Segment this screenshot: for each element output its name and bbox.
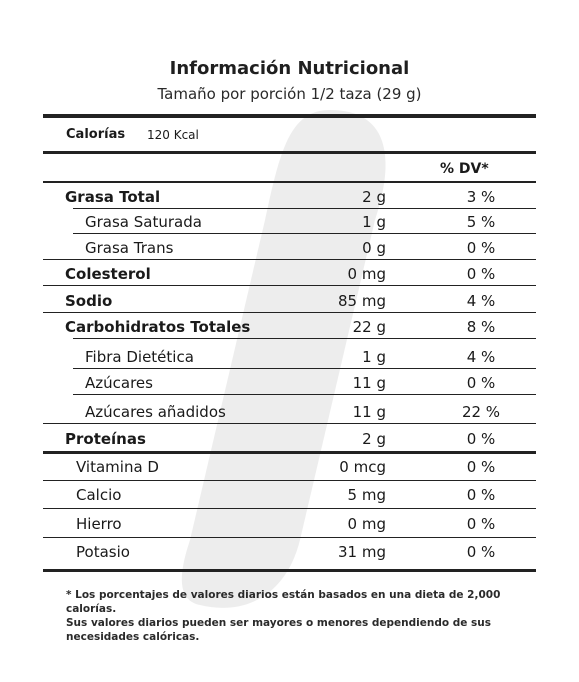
vitamin-row: Calcio 5 mg 0 % bbox=[43, 486, 536, 510]
nutrient-name: Fibra Dietética bbox=[85, 348, 194, 366]
row-separator bbox=[43, 312, 536, 313]
footnote-line-2: Sus valores diarios pueden ser mayores o… bbox=[66, 617, 491, 643]
nutrient-row: Azúcares 11 g 0 % bbox=[43, 374, 536, 398]
row-separator bbox=[73, 394, 536, 395]
nutrient-name: Proteínas bbox=[65, 430, 146, 448]
nutrient-row: Grasa Saturada 1 g 5 % bbox=[43, 213, 536, 237]
calories-label: Calorías bbox=[66, 127, 126, 142]
nutrient-row: Proteínas 2 g 0 % bbox=[43, 430, 536, 454]
nutrient-row: Sodio 85 mg 4 % bbox=[43, 292, 536, 316]
serving-size: Tamaño por porción 1/2 taza (29 g) bbox=[157, 85, 422, 103]
nutrient-amount: 0 g bbox=[362, 239, 386, 257]
nutrient-name: Colesterol bbox=[65, 265, 151, 283]
nutrient-dv: 5 % bbox=[466, 213, 496, 231]
row-separator bbox=[43, 508, 536, 509]
nutrient-dv: 0 % bbox=[466, 374, 496, 392]
nutrient-amount: 1 g bbox=[362, 348, 386, 366]
row-separator bbox=[73, 338, 536, 339]
row-separator bbox=[43, 423, 536, 424]
vitamin-dv: 0 % bbox=[466, 515, 496, 533]
nutrient-row: Fibra Dietética 1 g 4 % bbox=[43, 348, 536, 372]
nutrient-name: Azúcares añadidos bbox=[85, 403, 226, 421]
vitamin-row: Vitamina D 0 mcg 0 % bbox=[43, 458, 536, 482]
nutrient-name: Grasa Saturada bbox=[85, 213, 202, 231]
vitamin-name: Hierro bbox=[76, 515, 122, 533]
vitamin-name: Potasio bbox=[76, 543, 130, 561]
dv-header: % DV* bbox=[440, 161, 489, 177]
vitamin-amount: 0 mg bbox=[347, 515, 386, 533]
top-rule bbox=[43, 114, 536, 118]
row-separator bbox=[73, 208, 536, 209]
nutrient-dv: 3 % bbox=[466, 188, 496, 206]
nutrient-amount: 85 mg bbox=[338, 292, 386, 310]
nutrient-row: Carbohidratos Totales 22 g 8 % bbox=[43, 318, 536, 342]
nutrient-dv: 8 % bbox=[466, 318, 496, 336]
vitamin-name: Vitamina D bbox=[76, 458, 159, 476]
nutrient-amount: 0 mg bbox=[347, 265, 386, 283]
footnote: * Los porcentajes de valores diarios est… bbox=[66, 588, 526, 644]
nutrient-amount: 11 g bbox=[352, 403, 386, 421]
row-separator bbox=[73, 233, 536, 234]
vitamin-row: Hierro 0 mg 0 % bbox=[43, 515, 536, 539]
row-separator bbox=[43, 259, 536, 260]
nutrient-row: Grasa Total 2 g 3 % bbox=[43, 188, 536, 212]
calories-rule bbox=[43, 151, 536, 154]
calories-value: 120 Kcal bbox=[147, 128, 199, 142]
nutrient-dv: 4 % bbox=[466, 292, 496, 310]
nutrient-name: Grasa Trans bbox=[85, 239, 174, 257]
nutrient-name: Azúcares bbox=[85, 374, 153, 392]
vitamin-dv: 0 % bbox=[466, 543, 496, 561]
vitamin-amount: 0 mcg bbox=[339, 458, 386, 476]
row-separator bbox=[43, 537, 536, 538]
nutrient-dv: 4 % bbox=[466, 348, 496, 366]
nutrient-amount: 1 g bbox=[362, 213, 386, 231]
nutrient-name: Grasa Total bbox=[65, 188, 161, 206]
nutrient-amount: 2 g bbox=[362, 188, 386, 206]
nutrient-dv: 0 % bbox=[466, 239, 496, 257]
vitamin-amount: 31 mg bbox=[338, 543, 386, 561]
nutrient-name: Carbohidratos Totales bbox=[65, 318, 251, 336]
nutrient-row: Colesterol 0 mg 0 % bbox=[43, 265, 536, 289]
bottom-rule bbox=[43, 569, 536, 572]
vitamin-dv: 0 % bbox=[466, 486, 496, 504]
vitamins-rule bbox=[43, 451, 536, 454]
nutrient-amount: 11 g bbox=[352, 374, 386, 392]
vitamin-dv: 0 % bbox=[466, 458, 496, 476]
vitamin-name: Calcio bbox=[76, 486, 122, 504]
nutrient-dv: 22 % bbox=[461, 403, 501, 421]
nutrient-row: Grasa Trans 0 g 0 % bbox=[43, 239, 536, 263]
panel-title: Información Nutricional bbox=[169, 58, 410, 79]
row-separator bbox=[73, 368, 536, 369]
row-separator bbox=[43, 285, 536, 286]
nutrient-name: Sodio bbox=[65, 292, 113, 310]
vitamin-amount: 5 mg bbox=[347, 486, 386, 504]
footnote-line-1: * Los porcentajes de valores diarios est… bbox=[66, 589, 501, 615]
nutrient-row: Azúcares añadidos 11 g 22 % bbox=[43, 403, 536, 427]
row-separator bbox=[43, 480, 536, 481]
nutrient-dv: 0 % bbox=[466, 265, 496, 283]
vitamin-row: Potasio 31 mg 0 % bbox=[43, 543, 536, 567]
nutrient-amount: 2 g bbox=[362, 430, 386, 448]
dv-rule bbox=[43, 181, 536, 183]
nutrient-amount: 22 g bbox=[352, 318, 386, 336]
nutrient-dv: 0 % bbox=[466, 430, 496, 448]
